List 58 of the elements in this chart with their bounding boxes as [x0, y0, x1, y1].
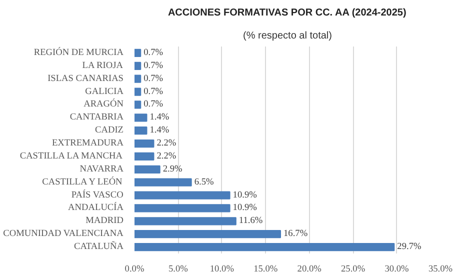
data-label: 10.9% — [232, 190, 258, 200]
data-label: 10.9% — [232, 203, 258, 214]
data-label: 1.4% — [150, 126, 170, 136]
bar — [134, 88, 142, 96]
chart-subtitle: (% respecto al total) — [243, 30, 332, 42]
data-label: 2.9% — [162, 164, 183, 174]
x-tick-label: 10.0% — [210, 264, 234, 274]
bar — [134, 114, 148, 122]
y-tick-label: COMUNIDAD VALENCIANA — [3, 229, 124, 240]
y-tick-label: PAÍS VASCO — [71, 189, 124, 200]
chart-title: ACCIONES FORMATIVAS POR CC. AA (2024-2025) — [168, 8, 406, 18]
data-label: 0.7% — [144, 100, 164, 110]
x-tick-label: 20.0% — [297, 264, 322, 274]
y-tick-label: CATALUÑA — [74, 241, 124, 252]
data-label: 6.5% — [194, 177, 214, 188]
data-label: 29.7% — [397, 242, 422, 252]
x-tick-label: 5.0% — [168, 264, 188, 274]
data-label: 2.2% — [156, 138, 176, 149]
x-tick-label: 35.0% — [428, 264, 453, 274]
bar — [134, 165, 160, 174]
bar — [134, 217, 236, 226]
data-label: 0.7% — [144, 48, 164, 58]
y-tick-label: ARAGÓN — [84, 98, 124, 110]
data-label: 11.6% — [238, 216, 263, 226]
y-tick-label: CASTILLA Y LEÓN — [42, 176, 123, 188]
data-label: 2.2% — [156, 151, 176, 162]
bar — [134, 48, 142, 58]
y-tick-label: CADIZ — [95, 126, 124, 136]
data-label: 16.7% — [284, 229, 308, 240]
bar — [134, 62, 142, 70]
x-tick-label: 0.0% — [124, 264, 144, 274]
y-tick-label: ANDALUCÍA — [68, 202, 124, 214]
bar — [134, 204, 230, 212]
bar — [134, 100, 142, 109]
x-tick-label: 30.0% — [384, 264, 410, 274]
bar — [134, 178, 192, 186]
data-label: 1.4% — [150, 112, 170, 123]
x-tick-label: 25.0% — [341, 264, 366, 274]
data-label: 0.7% — [144, 74, 164, 84]
bar — [134, 230, 282, 238]
data-label: 0.7% — [144, 86, 164, 97]
y-tick-label: CANTABRIA — [70, 112, 124, 123]
y-tick-label: REGIÓN DE MURCIA — [34, 46, 124, 58]
bar — [134, 191, 230, 200]
y-tick-label: LA RIOJA — [82, 60, 124, 71]
bar — [134, 126, 148, 135]
x-tick-label: 15.0% — [254, 264, 278, 274]
bar — [134, 74, 142, 83]
y-tick-label: MADRID — [86, 216, 124, 226]
bar — [134, 242, 395, 252]
bar — [134, 152, 154, 161]
y-tick-label: EXTREMADURA — [52, 138, 124, 149]
y-tick-label: CASTILLA LA MANCHA — [20, 151, 123, 162]
y-tick-label: GALICIA — [85, 86, 124, 97]
bar — [134, 139, 154, 148]
y-tick-label: NAVARRA — [80, 164, 124, 174]
y-tick-label: ISLAS CANARIAS — [48, 74, 124, 84]
data-label: 0.7% — [144, 60, 164, 71]
